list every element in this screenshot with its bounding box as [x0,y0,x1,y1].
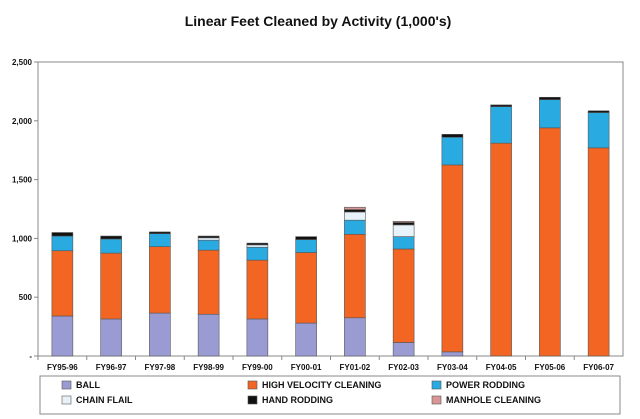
bar-segment-chain-flail [246,244,269,248]
bar-segment-ball [344,317,366,357]
bar-segment-ball [246,318,269,357]
bar-segment-manhole-cleaning [344,206,366,210]
bar-segment-high-velocity-cleaning [197,249,220,315]
bar-segment-high-velocity-cleaning [490,142,512,357]
legend-swatch [61,380,72,390]
x-tick-label: FY01-02 [340,363,371,372]
bar-segment-high-velocity-cleaning [295,252,317,324]
legend-swatch [61,395,72,405]
bar-segment-ball [149,312,171,357]
bar-segment-power-rodding [149,233,171,247]
x-tick-label: FY02-03 [388,363,419,372]
bar-segment-power-rodding [441,136,464,166]
bar-segment-hand-rodding [100,235,122,240]
y-tick-label: 1,500 [12,176,33,185]
bar-segment-ball [295,322,317,357]
bar-segment-hand-rodding [246,242,269,246]
bar-segment-power-rodding [392,236,415,250]
bar-segment-hand-rodding [587,110,610,113]
bar-segment-hand-rodding [149,231,171,234]
bar-segment-power-rodding [539,99,561,129]
y-tick-label: 2,000 [12,117,33,126]
bar-segment-ball [441,351,464,357]
legend: BALL HIGH VELOCITY CLEANING POWER RODDING C… [39,375,621,415]
bar-segment-ball [392,342,415,357]
y-axis: - 500 1,000 1,500 2,000 2,500 [12,58,38,361]
bar-segment-high-velocity-cleaning [51,250,74,317]
legend-label: CHAIN FLAIL [76,395,133,405]
plot-border [37,61,624,357]
bar-segment-hand-rodding [295,236,317,240]
bar-segment-power-rodding [100,238,122,254]
y-tick-label: 1,000 [12,234,33,243]
bar-segment-high-velocity-cleaning [100,252,122,320]
bar-segment-hand-rodding [197,235,220,239]
legend-swatch [247,395,258,405]
x-tick-label: FY98-99 [193,363,224,372]
chart-title: Linear Feet Cleaned by Activity (1,000's… [185,13,452,29]
bar-segment-hand-rodding [490,104,512,107]
legend-label: MANHOLE CLEANING [446,395,541,405]
bar-segment-high-velocity-cleaning [149,246,171,314]
bar-segment-hand-rodding [539,96,561,100]
x-tick-label: FY03-04 [437,363,468,372]
bars [51,96,610,357]
x-tick-label: FY05-06 [535,363,566,372]
bar-segment-hand-rodding [441,134,464,138]
bar-segment-high-velocity-cleaning [539,127,561,357]
bar-segment-hand-rodding [392,222,415,226]
bar-segment-ball [197,313,220,357]
bar-segment-high-velocity-cleaning [344,233,366,319]
y-tick-label: 2,500 [12,58,33,67]
x-tick-label: FY96-97 [96,363,127,372]
x-tick-label: FY95-96 [47,363,78,372]
bar-segment-power-rodding [587,112,610,149]
legend-swatch [431,380,442,390]
legend-swatch [431,395,442,405]
bar-segment-power-rodding [246,246,269,261]
x-tick-label: FY04-05 [486,363,517,372]
bar-segment-high-velocity-cleaning [441,164,464,353]
bar-segment-hand-rodding [51,232,74,237]
x-tick-label: FY97-98 [145,363,176,372]
bar-segment-high-velocity-cleaning [246,259,269,320]
bar-segment-ball [51,315,74,357]
bar-segment-chain-flail [392,224,415,237]
bar-segment-chain-flail [197,237,220,241]
legend-label: HAND RODDING [262,395,333,405]
bar-segment-hand-rodding [344,209,366,213]
legend-label: BALL [76,380,100,390]
bar-segment-high-velocity-cleaning [587,147,610,357]
legend-border [39,375,621,415]
plot-area [37,61,624,357]
y-tick-label: 500 [19,293,33,302]
bar-segment-power-rodding [490,106,512,144]
bar-segment-manhole-cleaning [392,221,415,223]
bar-segment-power-rodding [295,239,317,253]
bar-segment-power-rodding [51,235,74,252]
bar-segment-high-velocity-cleaning [392,248,415,343]
bar-segment-ball [100,318,122,357]
x-axis: FY95-96 FY96-97 FY97-98 FY98-99 FY99-00 FY00-… [37,356,615,372]
bar-segment-power-rodding [344,219,366,235]
bar-segment-power-rodding [197,239,220,251]
x-tick-label: FY00-01 [291,363,322,372]
bar-segment-chain-flail [344,211,366,221]
x-tick-label: FY06-07 [583,363,614,372]
legend-label: POWER RODDING [446,380,525,390]
x-tick-label: FY99-00 [242,363,273,372]
legend-swatch [247,380,258,390]
y-tick-label: - [29,352,32,361]
legend-label: HIGH VELOCITY CLEANING [262,380,381,390]
